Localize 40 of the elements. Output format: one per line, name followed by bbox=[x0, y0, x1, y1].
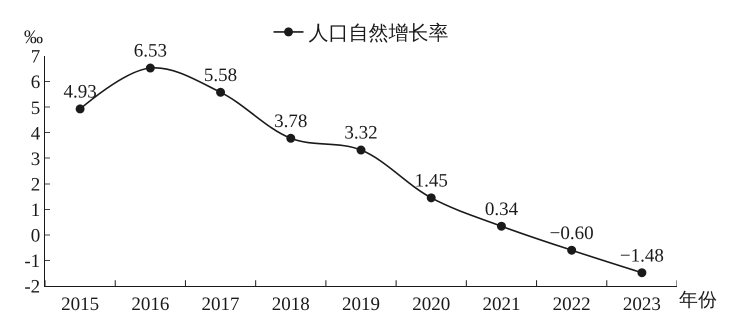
x-tick-label: 2023 bbox=[622, 294, 661, 315]
y-tick-label: -2 bbox=[24, 276, 40, 298]
x-tick-label: 2019 bbox=[342, 294, 380, 315]
y-tick-label: 1 bbox=[30, 200, 40, 221]
y-tick-label: -1 bbox=[24, 251, 40, 272]
point bbox=[637, 268, 646, 278]
text: 6.53 bbox=[134, 40, 167, 62]
point bbox=[567, 246, 576, 255]
y-tick-label: 6 bbox=[30, 72, 40, 94]
point bbox=[146, 64, 155, 73]
text: 3.32 bbox=[344, 122, 378, 144]
point bbox=[286, 134, 296, 143]
point bbox=[356, 146, 366, 155]
x-axis-title: 年份 bbox=[679, 290, 717, 311]
y-tick-label: 4 bbox=[30, 123, 41, 144]
text: 0.34 bbox=[484, 198, 518, 220]
x-tick-label: 2018 bbox=[272, 294, 310, 315]
text: 1.45 bbox=[414, 170, 448, 192]
y-axis-title: ‰ bbox=[24, 27, 43, 48]
point bbox=[496, 222, 506, 231]
legend-label: 人口自然增长率 bbox=[308, 22, 448, 45]
text: 5.58 bbox=[204, 64, 238, 86]
y-tick-label: 0 bbox=[30, 226, 40, 247]
point bbox=[76, 104, 85, 114]
point bbox=[216, 88, 226, 97]
text: 4.93 bbox=[63, 82, 97, 103]
x-tick-label: 2016 bbox=[131, 294, 170, 315]
x-tick-label: 2021 bbox=[482, 294, 520, 315]
y-tick-label: 2 bbox=[30, 174, 40, 196]
text: 3.78 bbox=[274, 110, 308, 132]
x-tick-label: 2017 bbox=[202, 294, 240, 315]
y-tick-label: 5 bbox=[30, 98, 40, 119]
text: −1.48 bbox=[620, 245, 664, 266]
y-tick-label: 7 bbox=[30, 46, 40, 68]
point bbox=[426, 193, 436, 202]
text: −0.60 bbox=[550, 222, 594, 244]
x-tick-label: 2015 bbox=[61, 294, 100, 315]
x-tick-label: 2022 bbox=[552, 294, 591, 315]
y-tick-label: 3 bbox=[30, 148, 40, 170]
x-tick-label: 2020 bbox=[412, 294, 450, 315]
